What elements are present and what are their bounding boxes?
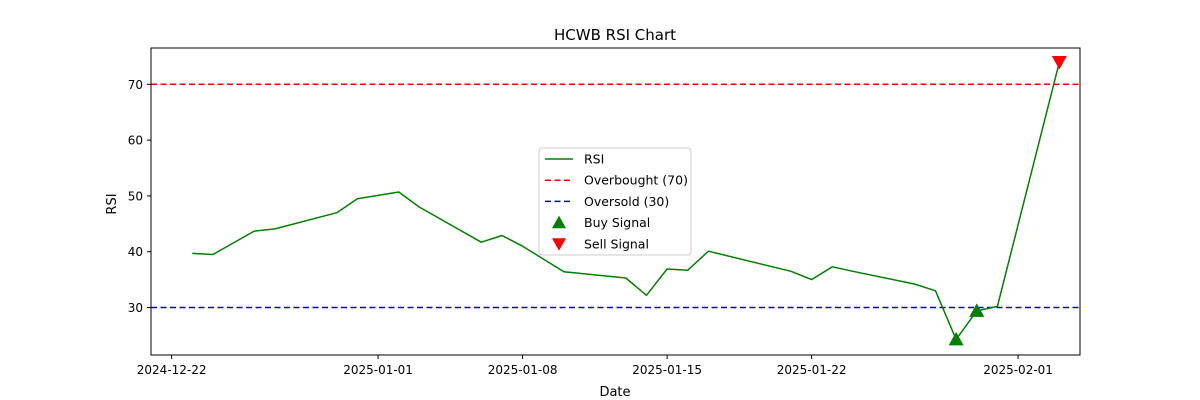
legend-item-2: Overbought (70) xyxy=(545,173,688,188)
y-axis-title: RSI xyxy=(105,193,120,214)
plot-area xyxy=(150,47,1081,356)
legend: RSI Overbought (70) Oversold (30) Buy Signa… xyxy=(538,147,692,256)
y-tick-label-1: 30 xyxy=(128,301,143,315)
x-axis-ticks: 2024-12-22 2025-01-01 2025-01-08 2025-01-15… xyxy=(137,355,1053,377)
x-tick-label-6: 2025-02-01 xyxy=(983,363,1053,377)
rsi-series-line xyxy=(192,61,1061,341)
x-tick-label-4: 2025-01-15 xyxy=(632,363,702,377)
legend-box xyxy=(538,147,692,256)
y-tick-label-5: 70 xyxy=(128,78,143,92)
y-tick-label-4: 60 xyxy=(128,134,143,148)
legend-swatch-4 xyxy=(552,215,566,229)
plot-series xyxy=(151,61,1080,341)
x-tick-label-3: 2025-01-08 xyxy=(488,363,558,377)
legend-swatch-5 xyxy=(552,238,566,251)
y-tick-label-2: 40 xyxy=(128,245,143,259)
chart-title: HCWB RSI Chart xyxy=(554,26,676,44)
legend-label-4: Buy Signal xyxy=(584,215,650,230)
x-tick-label-1: 2024-12-22 xyxy=(137,363,207,377)
legend-item-3: Oversold (30) xyxy=(545,194,669,209)
legend-label-2: Overbought (70) xyxy=(584,173,688,188)
legend-item-1: RSI xyxy=(545,152,604,167)
legend-label-1: RSI xyxy=(584,152,604,167)
legend-item-5: Sell Signal xyxy=(552,236,649,251)
y-tick-label-3: 50 xyxy=(128,189,143,203)
x-axis-title: Date xyxy=(599,385,630,400)
axes-frame xyxy=(150,47,1081,356)
buy-signal-marker-2 xyxy=(969,303,985,317)
legend-label-5: Sell Signal xyxy=(584,236,649,251)
legend-label-3: Oversold (30) xyxy=(584,194,669,209)
x-tick-label-5: 2025-01-22 xyxy=(777,363,847,377)
buy-signal-marker-1 xyxy=(948,331,964,346)
y-axis-ticks: 30 40 50 60 70 xyxy=(128,78,151,315)
x-tick-label-2: 2025-01-01 xyxy=(343,363,413,377)
sell-signal-marker-1 xyxy=(1051,55,1067,70)
legend-item-4: Buy Signal xyxy=(552,215,650,230)
